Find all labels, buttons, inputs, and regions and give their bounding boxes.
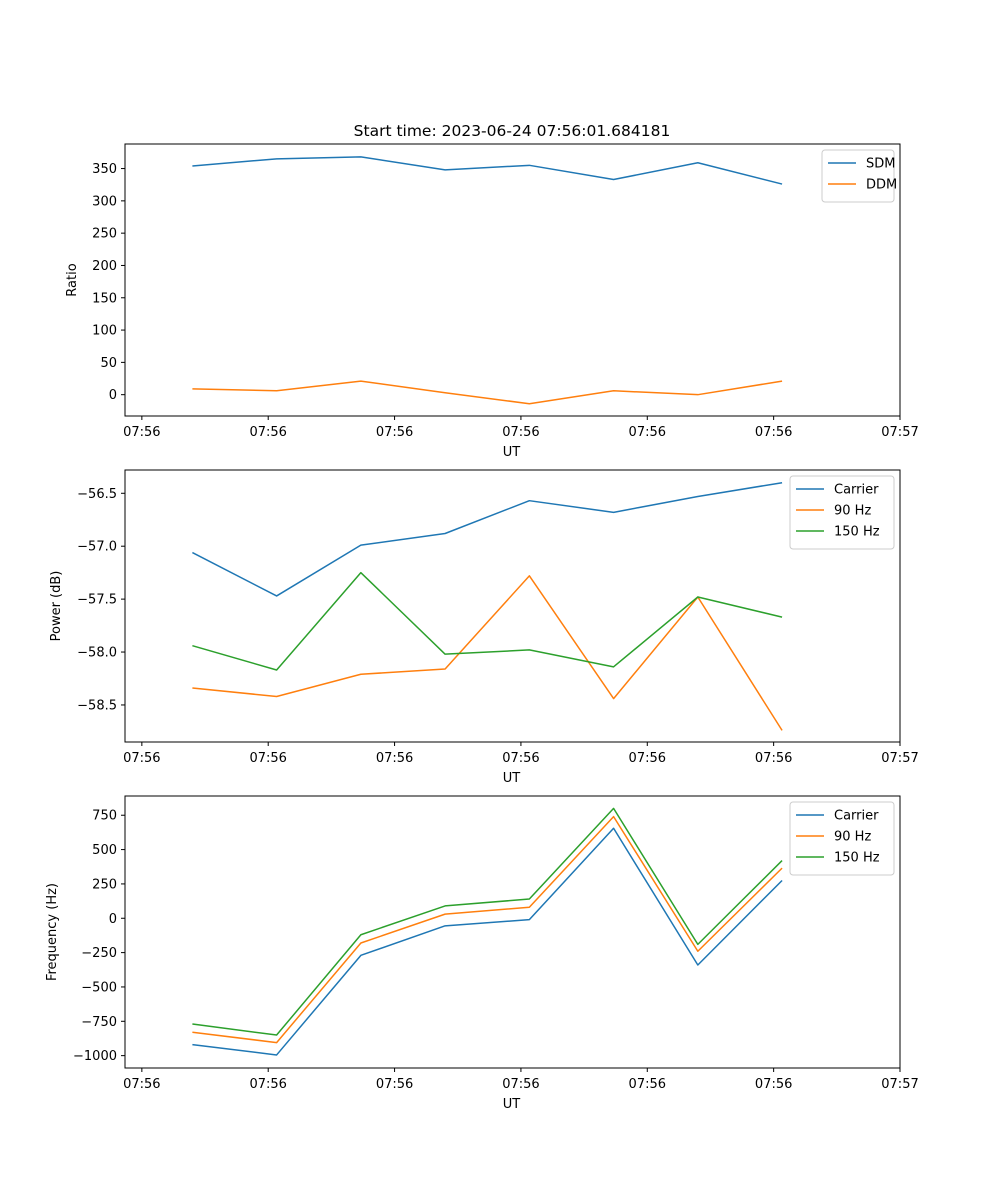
legend-label: SDM <box>866 157 895 172</box>
legend: Carrier 90 Hz 150 Hz <box>789 801 895 876</box>
y-tick-label: −500 <box>81 980 117 995</box>
series-line-150-hz <box>192 571 783 671</box>
series-line-90-hz <box>192 575 783 731</box>
x-axis-label: UT <box>503 1097 521 1112</box>
series-line-carrier <box>192 481 783 597</box>
x-tick-label: 07:56 <box>376 425 413 440</box>
x-tick-label: 07:56 <box>123 1077 160 1092</box>
legend-label: Carrier <box>834 483 879 498</box>
series-line-150-hz <box>192 807 783 1036</box>
x-tick-label: 07:56 <box>502 1077 539 1092</box>
y-tick-label: −1000 <box>73 1049 117 1064</box>
x-tick-label: 07:56 <box>629 425 666 440</box>
legend-label: Carrier <box>834 809 879 824</box>
legend-label: DDM <box>866 178 897 193</box>
x-tick-label: 07:56 <box>629 1077 666 1092</box>
y-tick-label: −750 <box>81 1015 117 1030</box>
series-line-ddm <box>192 380 783 405</box>
legend-label: 90 Hz <box>834 830 871 845</box>
y-tick-label: 150 <box>92 291 117 306</box>
legend-label: 90 Hz <box>834 504 871 519</box>
series-line-90-hz <box>192 815 783 1044</box>
y-tick-label: 250 <box>92 227 117 242</box>
y-tick-label: −250 <box>81 946 117 961</box>
x-tick-label: 07:56 <box>249 751 286 766</box>
y-tick-label: −57.0 <box>77 540 117 555</box>
legend-label: 150 Hz <box>834 851 880 866</box>
x-tick-label: 07:56 <box>502 425 539 440</box>
y-axis-label: Frequency (Hz) <box>45 883 60 981</box>
y-tick-label: 500 <box>92 843 117 858</box>
y-tick-label: 200 <box>92 259 117 274</box>
series-line-sdm <box>192 156 783 185</box>
x-tick-label: 07:56 <box>376 1077 413 1092</box>
axes-frame <box>124 469 901 743</box>
y-axis-label: Power (dB) <box>49 571 64 642</box>
x-tick-label: 07:56 <box>755 425 792 440</box>
y-tick-label: 350 <box>92 162 117 177</box>
axes-frame <box>124 143 901 417</box>
y-tick-label: −58.0 <box>77 646 117 661</box>
chart-panel-2: 07:56 07:56 07:56 07:56 07:56 07:56 07:57 −58.5… <box>49 469 919 786</box>
y-tick-label: −58.5 <box>77 698 117 713</box>
x-tick-label: 07:56 <box>502 751 539 766</box>
y-tick-label: 50 <box>100 356 117 371</box>
y-tick-label: 300 <box>92 194 117 209</box>
x-tick-label: 07:57 <box>881 1077 918 1092</box>
y-tick-label: 100 <box>92 324 117 339</box>
y-tick-label: 250 <box>92 877 117 892</box>
legend-label: 150 Hz <box>834 525 880 540</box>
chart-panel-1: 07:56 07:56 07:56 07:56 07:56 07:56 07:57 0 50 10… <box>65 143 919 460</box>
figure-title: Start time: 2023-06-24 07:56:01.684181 <box>354 122 671 140</box>
series-line-carrier <box>192 827 783 1056</box>
axes-frame <box>124 795 901 1069</box>
y-tick-label: 750 <box>92 809 117 824</box>
y-tick-label: −56.5 <box>77 487 117 502</box>
x-tick-label: 07:56 <box>123 751 160 766</box>
x-axis-label: UT <box>503 445 521 460</box>
x-tick-label: 07:56 <box>755 751 792 766</box>
y-axis-label: Ratio <box>65 263 80 296</box>
x-tick-label: 07:57 <box>881 425 918 440</box>
y-tick-label: 0 <box>109 912 117 927</box>
x-axis-label: UT <box>503 771 521 786</box>
chart-panel-3: 07:56 07:56 07:56 07:56 07:56 07:56 07:57 −1000… <box>45 795 919 1112</box>
x-tick-label: 07:56 <box>755 1077 792 1092</box>
y-tick-label: 0 <box>109 388 117 403</box>
x-tick-label: 07:56 <box>249 1077 286 1092</box>
x-tick-label: 07:56 <box>123 425 160 440</box>
x-tick-label: 07:56 <box>629 751 666 766</box>
x-tick-label: 07:56 <box>376 751 413 766</box>
y-tick-label: −57.5 <box>77 593 117 608</box>
x-tick-label: 07:57 <box>881 751 918 766</box>
x-tick-label: 07:56 <box>249 425 286 440</box>
legend: Carrier 90 Hz 150 Hz <box>789 475 895 550</box>
legend: SDM DDM <box>821 149 897 203</box>
